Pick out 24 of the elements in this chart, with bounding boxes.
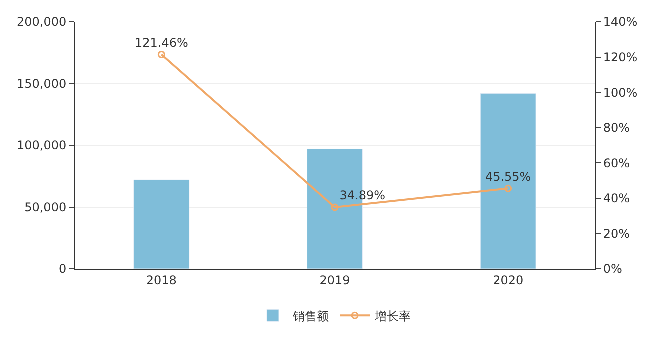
y2-tick-label: 100% <box>603 86 638 100</box>
point <box>158 50 166 58</box>
x-tick-label: 2018 <box>146 273 177 288</box>
data-label: 121.46% <box>134 36 188 50</box>
y2-tick-label: 0% <box>603 262 622 276</box>
y-tick-label: 200,000 <box>16 15 67 30</box>
y2-tick-label: 60% <box>603 156 630 170</box>
y2-tick-label: 120% <box>603 50 638 64</box>
x-tick-label: 2020 <box>493 273 524 288</box>
legend-label: 销售额 <box>292 309 329 324</box>
data-label: 45.55% <box>485 170 532 184</box>
legend-label: 增长率 <box>374 309 411 324</box>
y-tick-label: 100,000 <box>16 138 67 153</box>
point <box>331 204 339 212</box>
y2-tick-label: 80% <box>603 121 630 136</box>
y-tick-label: 150,000 <box>16 76 67 91</box>
y2-tick-label: 140% <box>603 15 638 30</box>
y2-tick-label: 20% <box>603 226 630 241</box>
data-label: 34.89% <box>340 188 386 203</box>
point <box>504 184 512 192</box>
x-tick-label: 2019 <box>320 273 350 288</box>
y-tick-label: 50,000 <box>24 200 67 214</box>
y-tick-label: 0 <box>58 262 67 276</box>
y2-tick-label: 40% <box>603 192 630 206</box>
